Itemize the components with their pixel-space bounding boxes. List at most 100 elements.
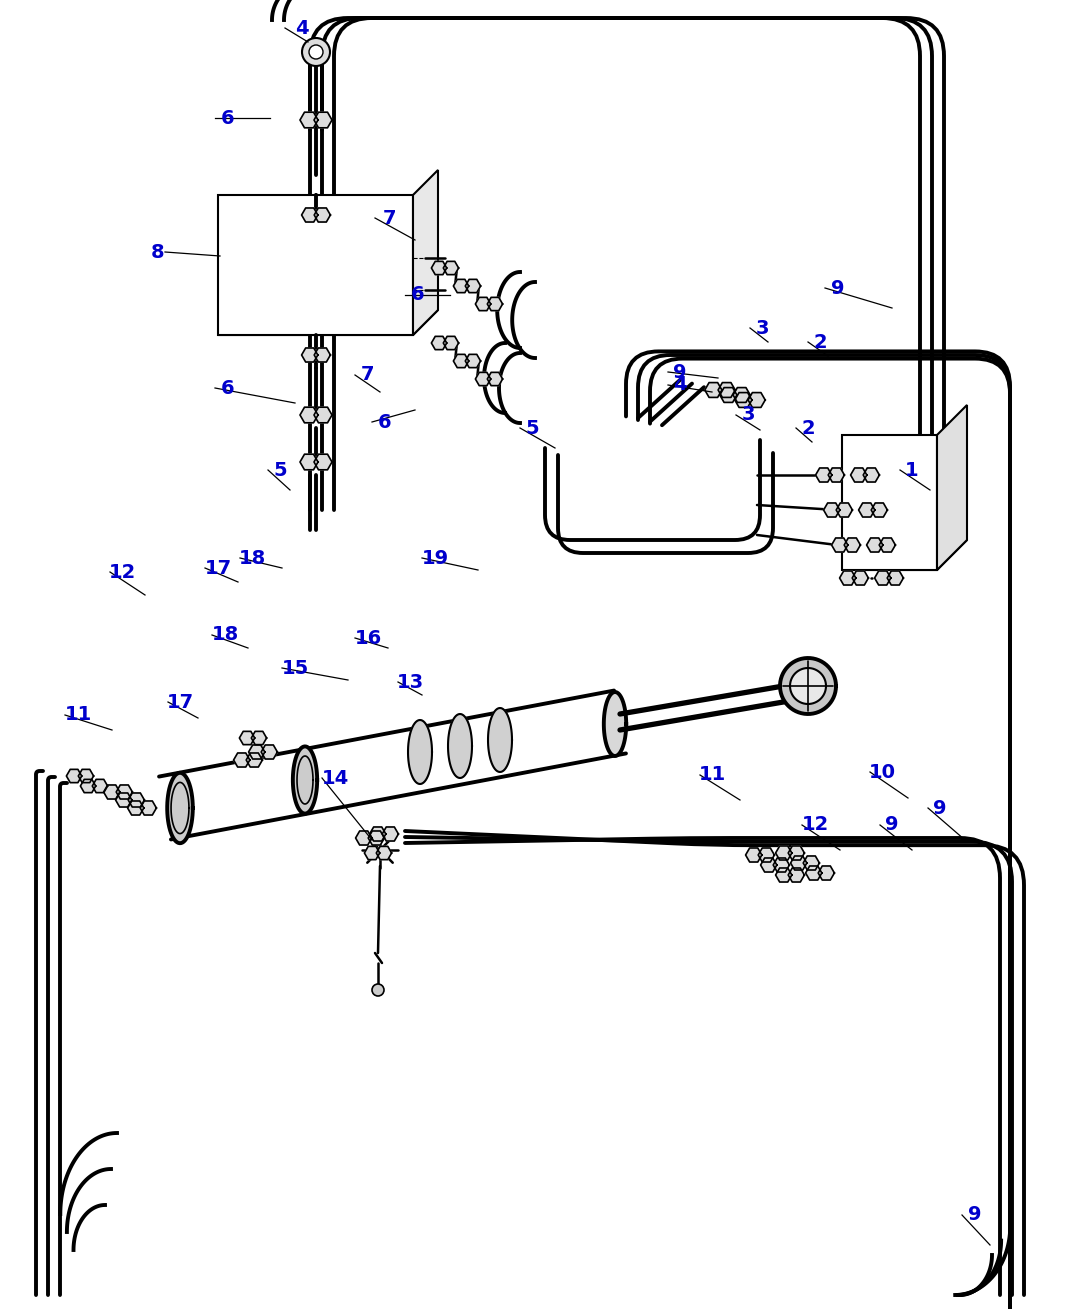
Text: 9: 9 [832, 279, 845, 297]
Text: 5: 5 [274, 461, 287, 479]
Polygon shape [748, 393, 765, 407]
Polygon shape [167, 772, 193, 843]
Text: 15: 15 [281, 658, 308, 678]
Polygon shape [832, 538, 848, 552]
Polygon shape [413, 170, 438, 335]
Polygon shape [806, 867, 822, 880]
Circle shape [308, 45, 323, 59]
Text: 12: 12 [801, 816, 828, 835]
Polygon shape [453, 355, 469, 368]
Polygon shape [252, 732, 267, 745]
Text: 3: 3 [741, 406, 754, 424]
Polygon shape [314, 348, 330, 363]
Polygon shape [300, 454, 318, 470]
Polygon shape [937, 404, 967, 569]
Text: 6: 6 [411, 285, 425, 305]
Polygon shape [841, 541, 967, 569]
Polygon shape [246, 753, 263, 767]
Polygon shape [376, 847, 391, 860]
Text: 3: 3 [755, 318, 768, 338]
Polygon shape [487, 297, 502, 310]
Polygon shape [844, 538, 860, 552]
Polygon shape [408, 720, 432, 784]
Text: 7: 7 [384, 208, 397, 228]
Text: 16: 16 [354, 628, 381, 648]
Text: 6: 6 [221, 109, 234, 127]
Polygon shape [874, 571, 891, 585]
Polygon shape [314, 407, 332, 423]
Polygon shape [746, 848, 762, 863]
Polygon shape [815, 469, 832, 482]
Text: 19: 19 [422, 548, 449, 568]
Polygon shape [240, 732, 255, 745]
Polygon shape [841, 435, 937, 569]
Text: 10: 10 [869, 763, 896, 781]
Polygon shape [776, 846, 791, 860]
Polygon shape [432, 336, 447, 350]
Polygon shape [761, 857, 777, 872]
Polygon shape [759, 848, 774, 863]
Polygon shape [448, 713, 472, 778]
Text: 17: 17 [205, 559, 231, 577]
Polygon shape [314, 208, 330, 223]
Text: 6: 6 [378, 412, 391, 432]
Polygon shape [850, 469, 867, 482]
Polygon shape [314, 454, 332, 470]
Polygon shape [465, 279, 481, 293]
Text: 14: 14 [322, 768, 349, 788]
Text: 2: 2 [801, 419, 815, 437]
Polygon shape [262, 745, 277, 759]
Polygon shape [780, 658, 836, 713]
Polygon shape [776, 868, 791, 882]
Circle shape [372, 984, 384, 996]
Polygon shape [487, 372, 502, 386]
Text: 12: 12 [108, 563, 135, 581]
Polygon shape [78, 770, 94, 783]
Polygon shape [803, 856, 820, 870]
Polygon shape [852, 571, 869, 585]
Text: 9: 9 [885, 816, 899, 835]
Polygon shape [218, 310, 438, 335]
Text: 5: 5 [525, 419, 538, 437]
Polygon shape [465, 355, 481, 368]
Polygon shape [788, 846, 804, 860]
Polygon shape [863, 469, 880, 482]
Text: 7: 7 [361, 365, 375, 385]
Polygon shape [93, 779, 108, 793]
Text: 11: 11 [699, 766, 726, 784]
Polygon shape [859, 503, 875, 517]
Polygon shape [718, 382, 735, 398]
Polygon shape [302, 208, 318, 223]
Polygon shape [302, 348, 318, 363]
Polygon shape [129, 793, 144, 808]
Text: 9: 9 [674, 363, 687, 381]
Polygon shape [117, 785, 132, 798]
Polygon shape [355, 831, 372, 846]
Polygon shape [734, 387, 750, 402]
Polygon shape [141, 801, 156, 816]
Polygon shape [475, 297, 490, 310]
Text: 1: 1 [905, 461, 919, 479]
Text: 9: 9 [933, 798, 947, 818]
Polygon shape [81, 779, 96, 793]
Polygon shape [839, 571, 856, 585]
Polygon shape [887, 571, 904, 585]
Circle shape [302, 38, 330, 65]
Polygon shape [364, 847, 379, 860]
Polygon shape [867, 538, 883, 552]
Polygon shape [773, 857, 789, 872]
Polygon shape [790, 668, 826, 704]
Text: 8: 8 [152, 242, 165, 262]
Polygon shape [488, 708, 512, 772]
Text: 11: 11 [64, 706, 92, 724]
Polygon shape [444, 262, 459, 275]
Polygon shape [444, 336, 459, 350]
Text: 9: 9 [968, 1206, 982, 1224]
Polygon shape [116, 793, 132, 808]
Text: 17: 17 [167, 692, 194, 712]
Text: 18: 18 [239, 548, 266, 568]
Polygon shape [788, 868, 804, 882]
Polygon shape [705, 382, 722, 398]
Polygon shape [453, 279, 469, 293]
Polygon shape [370, 827, 386, 840]
